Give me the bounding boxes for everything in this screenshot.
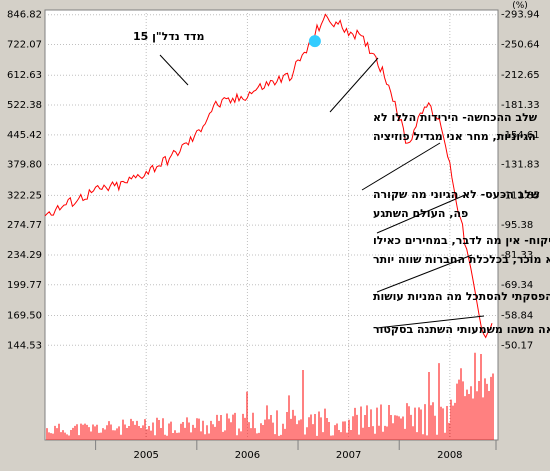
annotation-text: שלב ההכחשה- הירידות הללו לא: [373, 111, 538, 124]
y-tick-label-right: -293.94: [501, 10, 540, 21]
y-tick-label-right: -81.33: [501, 250, 533, 261]
price-line: [44, 13, 493, 339]
annotation-text: שלב הכעס- לא הגיוני מה שקורה: [373, 188, 540, 201]
y-tick-label-left: 722.07: [7, 39, 42, 50]
y-tick-label-right: -181.33: [501, 100, 540, 111]
y-tick-label-left: 445.42: [7, 130, 42, 141]
y-tick-label-left: 612.63: [7, 70, 42, 81]
price-line-layer: [44, 13, 493, 339]
annotation-leader-line: [376, 254, 473, 293]
y-tick-label-right: -111.85: [501, 190, 540, 201]
y-tick-label-left: 169.50: [7, 310, 42, 321]
y-tick-label-left: 322.25: [7, 190, 42, 201]
y-tick-label-right: -154.61: [501, 130, 540, 141]
x-tick-label: 2005: [133, 450, 158, 461]
highlight-marker: [308, 35, 321, 48]
annotation-text: קבלה- כנראה משהו משמעותי השתנה בסקטור: [373, 323, 550, 336]
axes: 846.82 -293.94 722.07 -250.64 612.63 -212.65 5…: [7, 1, 540, 461]
grid: [45, 10, 498, 440]
annotation-text: הגיוניות, מחר אני מגדיל פוזיציה: [373, 130, 536, 143]
y-tick-label-left: 274.77: [7, 220, 42, 231]
annotation-leader-line: [376, 315, 485, 329]
y-tick-label-left: 379.80: [7, 160, 42, 171]
annotation-text: דיכאון- הפסקתי להסתכל מה המניות עושות: [373, 290, 550, 303]
annotation-leader-line: [376, 194, 466, 234]
plot-area: [44, 9, 499, 441]
y-tick-label-right: -95.38: [501, 220, 533, 231]
x-tick-label: 2008: [437, 450, 462, 461]
annotation-text: שלב המיקוח- אין מה לדבר, במחירים כאילו: [373, 234, 550, 247]
y-tick-label-right: -50.17: [501, 340, 533, 351]
y-tick-label-right: -131.83: [501, 160, 540, 171]
x-tick-label: 2006: [235, 450, 260, 461]
y-tick-label-left: 144.53: [7, 340, 42, 351]
y-tick-label-left: 846.82: [7, 10, 42, 21]
y-tick-label-right: -250.64: [501, 39, 540, 50]
annotation-text: פה, העולם השתגע: [373, 207, 468, 220]
y-tick-label-right: -69.34: [501, 280, 533, 291]
y-tick-label-left: 199.77: [7, 280, 42, 291]
annotation-leader-line: [329, 57, 379, 113]
y-tick-label-left: 522.38: [7, 100, 42, 111]
y-tick-label-right: -58.84: [501, 310, 533, 321]
annotation-leader-line: [361, 142, 441, 191]
y-tick-label-left: 234.29: [7, 250, 42, 261]
annotation-leader-line: [159, 54, 189, 86]
annotations: מדד נדל"ן 15 שלב ההכחשה- הירידות הללו לא ה…: [133, 30, 550, 336]
y-tick-label-right: -212.65: [501, 70, 540, 81]
annotation-text: מדד נדל"ן 15: [133, 30, 204, 43]
volume-bars: [46, 352, 494, 440]
x-tick-label: 2007: [336, 450, 361, 461]
y-unit-label: (%): [512, 1, 528, 11]
